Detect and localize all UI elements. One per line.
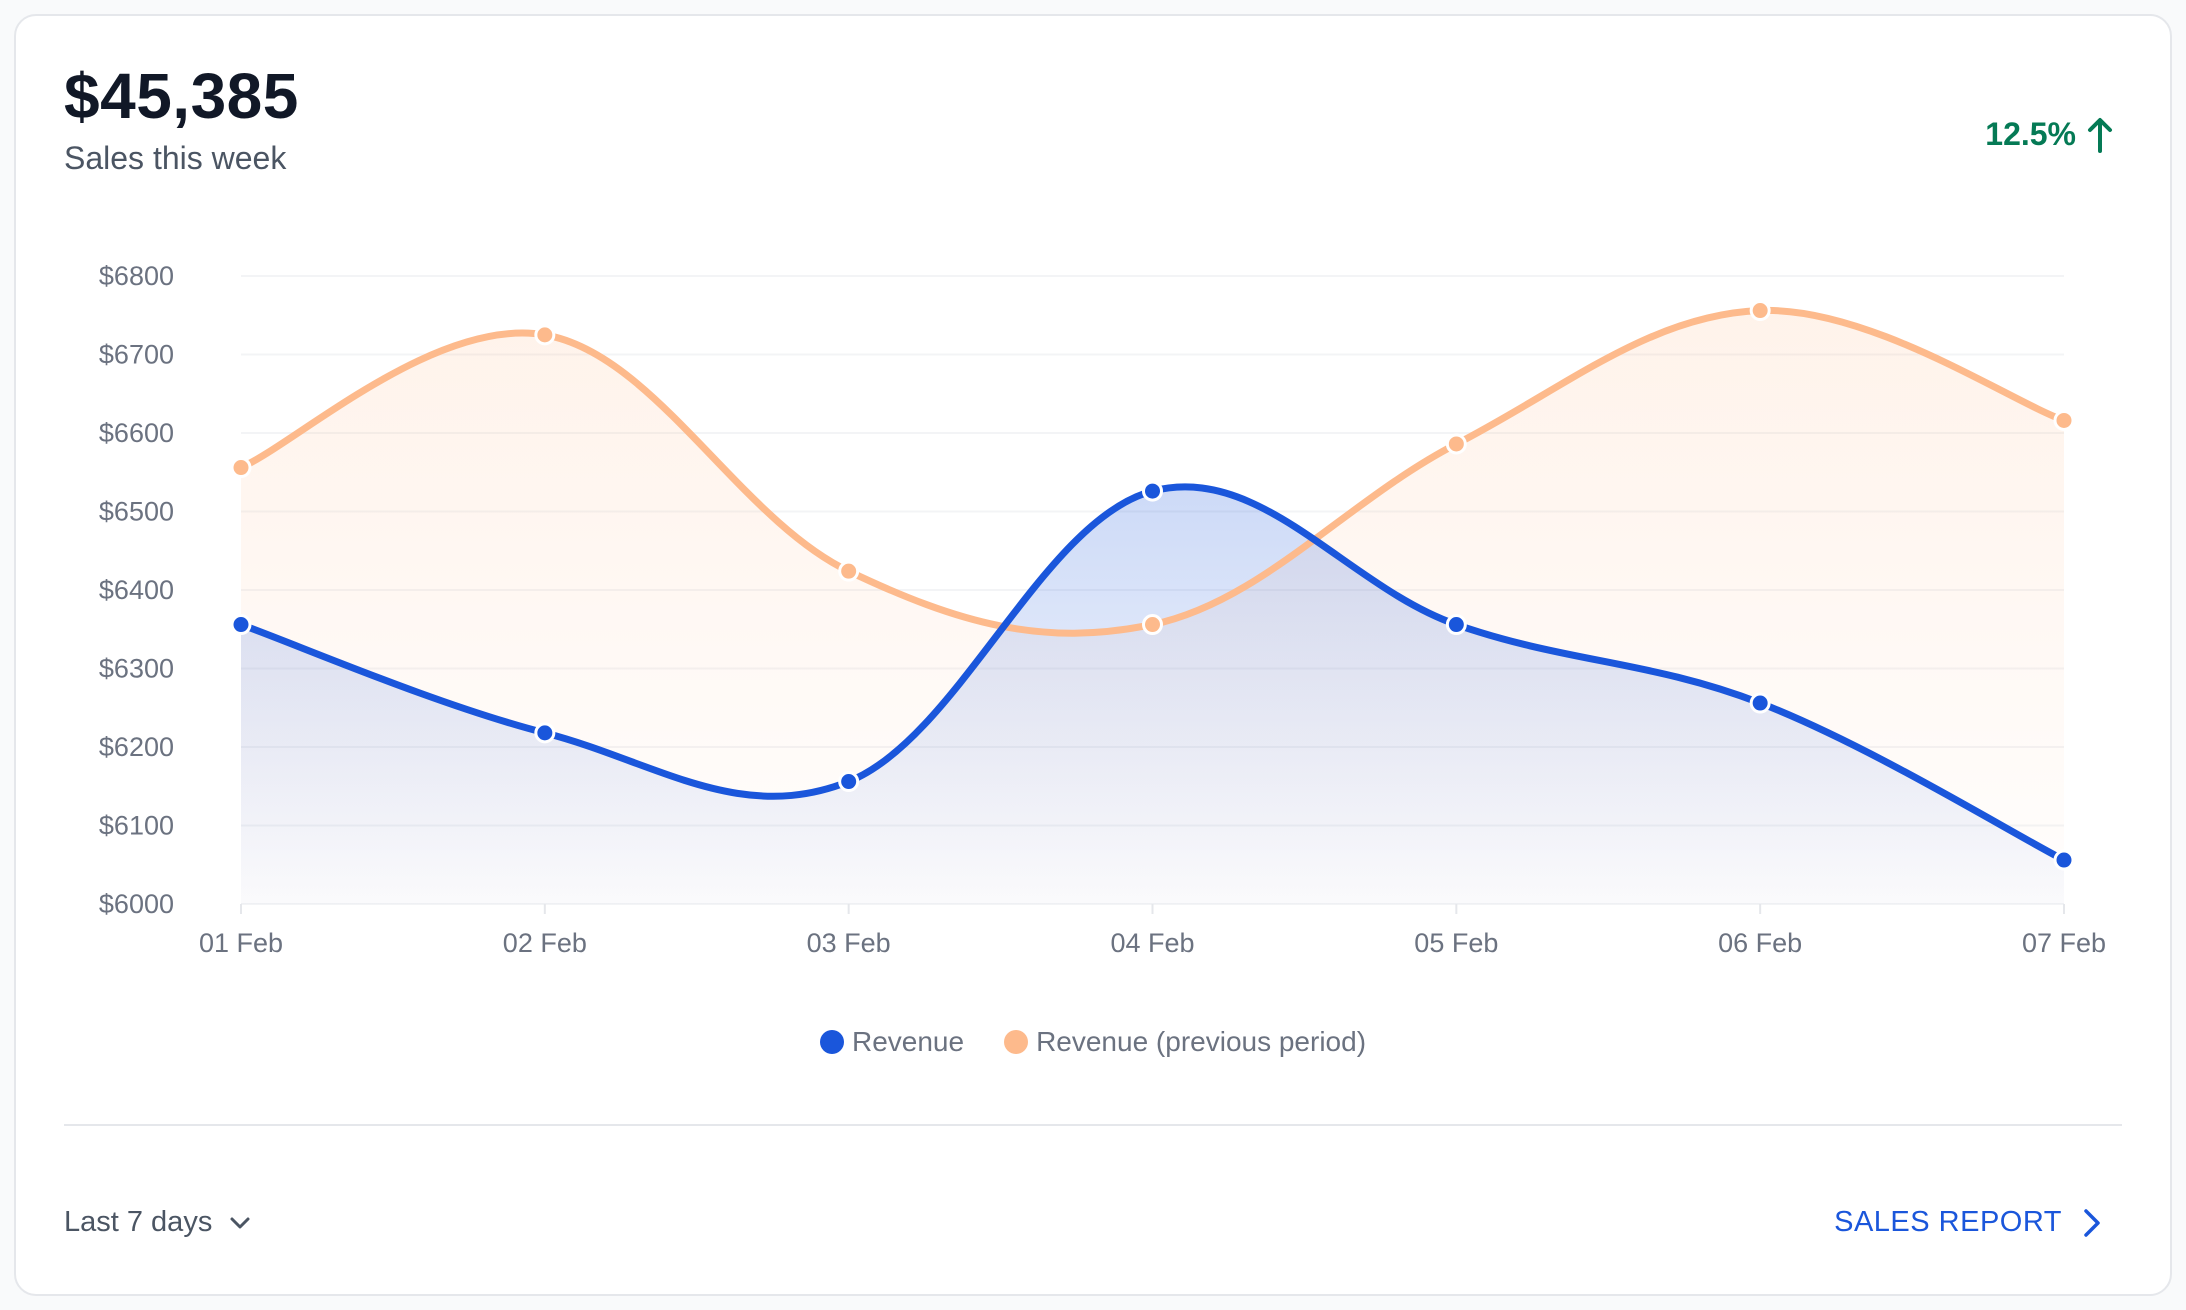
- data-point: [2053, 849, 2075, 871]
- sales-total: $45,385: [64, 60, 299, 132]
- x-tick-label: 03 Feb: [807, 928, 891, 958]
- data-point: [838, 771, 860, 793]
- data-point: [1142, 480, 1163, 502]
- x-tick-label: 07 Feb: [2022, 928, 2106, 958]
- y-tick-label: $6500: [99, 497, 174, 527]
- x-tick-label: 02 Feb: [503, 928, 587, 958]
- y-tick-label: $6200: [99, 732, 174, 762]
- chevron-down-icon: [230, 1217, 250, 1228]
- legend-marker: [819, 1030, 844, 1054]
- x-tick-label: 04 Feb: [1110, 928, 1194, 958]
- sales-subtitle: Sales this week: [64, 140, 287, 176]
- y-tick-label: $6300: [99, 654, 174, 684]
- y-tick-label: $6700: [99, 340, 174, 370]
- y-tick-label: $6000: [99, 889, 174, 919]
- date-range-dropdown[interactable]: Last 7 days: [64, 1206, 254, 1239]
- change-badge: 12.5%: [1985, 116, 2114, 153]
- data-point: [1142, 614, 1163, 636]
- series-area-0: [241, 486, 2064, 904]
- data-point: [1749, 692, 1771, 714]
- y-tick-label: $6100: [99, 811, 174, 841]
- sales-report-link[interactable]: SALES REPORT: [1834, 1206, 2104, 1239]
- x-tick-label: 06 Feb: [1718, 928, 1802, 958]
- data-point: [534, 722, 556, 744]
- change-value: 12.5%: [1985, 116, 2076, 152]
- data-point: [1445, 433, 1467, 455]
- data-point: [230, 614, 252, 636]
- y-tick-label: $6800: [99, 261, 174, 291]
- headline: $45,385 Sales this week: [64, 64, 299, 177]
- data-point: [1445, 614, 1467, 636]
- sales-chart: $6000 $6100 $6200 $6300 $6400 $6500 $6600 $6700…: [99, 261, 2106, 958]
- data-point: [838, 560, 860, 582]
- arrow-up-icon: [2088, 117, 2112, 153]
- legend-label: Revenue (previous period): [1036, 1026, 1367, 1057]
- legend-marker: [1004, 1030, 1029, 1054]
- data-point: [534, 324, 556, 346]
- date-range-label: Last 7 days: [64, 1206, 213, 1238]
- chart-legend: Revenue Revenue (previous period): [16, 1026, 2170, 1058]
- data-point: [2053, 409, 2075, 431]
- y-tick-label: $6400: [99, 575, 174, 605]
- x-tick-label: 01 Feb: [199, 928, 283, 958]
- data-point: [1749, 300, 1771, 322]
- divider: [64, 1124, 2122, 1126]
- sales-card: $45,385 Sales this week 12.5% $6000 $6100…: [14, 14, 2172, 1296]
- chevron-right-icon: [2084, 1208, 2100, 1237]
- legend-label: Revenue: [851, 1026, 965, 1057]
- sales-report-label: SALES REPORT: [1834, 1206, 2062, 1238]
- legend-item[interactable]: Revenue: [819, 1026, 965, 1058]
- x-tick-label: 05 Feb: [1414, 928, 1498, 958]
- y-tick-label: $6600: [99, 418, 174, 448]
- data-point: [230, 457, 252, 479]
- legend-item[interactable]: Revenue (previous period): [1004, 1026, 1366, 1058]
